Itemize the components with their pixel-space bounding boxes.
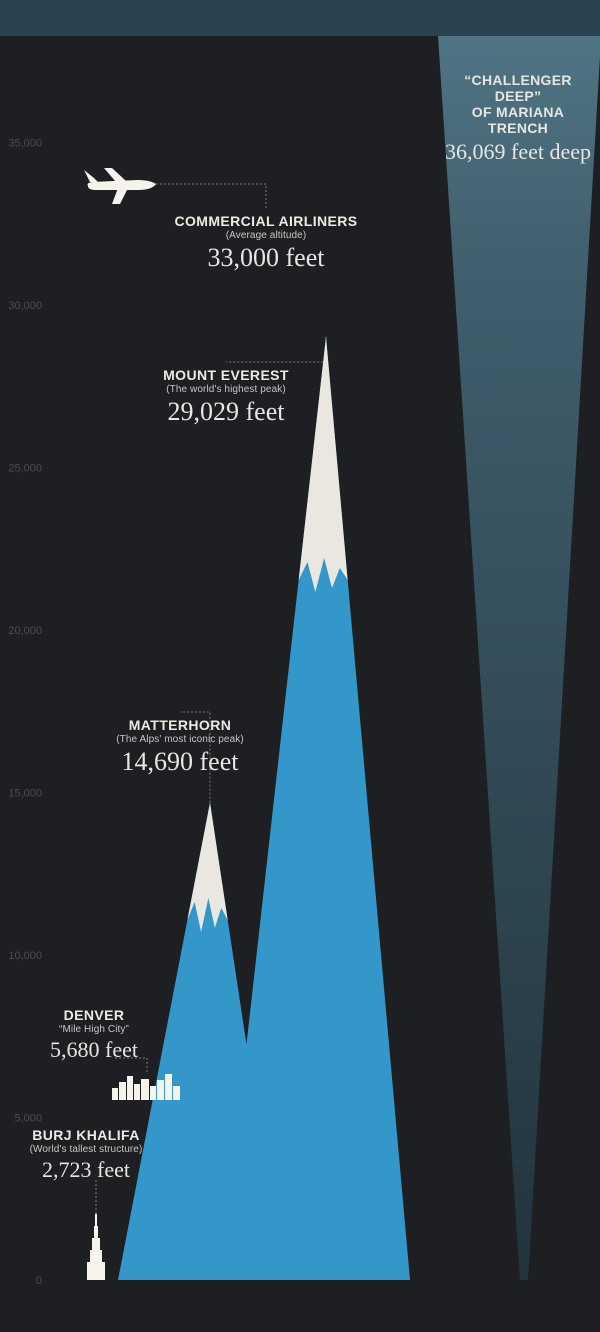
matterhorn-value: 14,690 feet bbox=[80, 747, 280, 777]
everest-shape bbox=[220, 337, 410, 1280]
trench-label: “CHALLENGER DEEP” OF MARIANA TRENCH 36,0… bbox=[440, 72, 596, 165]
trench-title-1: “CHALLENGER DEEP” bbox=[440, 72, 596, 104]
everest-value: 29,029 feet bbox=[126, 397, 326, 427]
svg-text:20,000: 20,000 bbox=[8, 625, 42, 637]
everest-sub: (The world's highest peak) bbox=[126, 384, 326, 395]
infographic-stage: 0 5,000 10,000 15,000 20,000 25,000 30,000 35,0… bbox=[0, 0, 600, 1332]
svg-text:35,000: 35,000 bbox=[8, 138, 42, 150]
svg-text:5,000: 5,000 bbox=[14, 1113, 42, 1125]
airliner-sub: (Average altitude) bbox=[166, 230, 366, 241]
trench-title-2: OF MARIANA TRENCH bbox=[440, 104, 596, 136]
airliner-label: COMMERCIAL AIRLINERS (Average altitude) … bbox=[166, 214, 366, 273]
burj-value: 2,723 feet bbox=[0, 1157, 186, 1183]
mariana-trench-shape bbox=[438, 36, 600, 1280]
denver-label: DENVER “Mile High City” 5,680 feet bbox=[0, 1008, 194, 1063]
matterhorn-label: MATTERHORN (The Alps' most iconic peak) … bbox=[80, 718, 280, 777]
denver-sub: “Mile High City” bbox=[0, 1024, 194, 1035]
svg-text:15,000: 15,000 bbox=[8, 788, 42, 800]
airplane-icon bbox=[82, 166, 158, 206]
everest-title: MOUNT EVEREST bbox=[126, 368, 326, 383]
skyline-icon bbox=[112, 1074, 182, 1100]
everest-label: MOUNT EVEREST (The world's highest peak)… bbox=[126, 368, 326, 427]
matterhorn-sub: (The Alps' most iconic peak) bbox=[80, 734, 280, 745]
svg-text:30,000: 30,000 bbox=[8, 300, 42, 312]
denver-title: DENVER bbox=[0, 1008, 194, 1023]
airliner-title: COMMERCIAL AIRLINERS bbox=[166, 214, 366, 229]
svg-text:25,000: 25,000 bbox=[8, 463, 42, 475]
airliner-value: 33,000 feet bbox=[166, 243, 366, 273]
svg-text:0: 0 bbox=[36, 1275, 42, 1287]
axis-ticks: 0 5,000 10,000 15,000 20,000 25,000 30,000 35,0… bbox=[8, 138, 42, 1287]
burj-title: BURJ KHALIFA bbox=[0, 1128, 186, 1143]
burj-sub: (World's tallest structure) bbox=[0, 1144, 186, 1155]
ocean-surface-band bbox=[0, 0, 600, 36]
trench-value: 36,069 feet deep bbox=[440, 139, 596, 165]
denver-value: 5,680 feet bbox=[0, 1037, 194, 1063]
burj-label: BURJ KHALIFA (World's tallest structure)… bbox=[0, 1128, 186, 1183]
matterhorn-title: MATTERHORN bbox=[80, 718, 280, 733]
svg-text:10,000: 10,000 bbox=[8, 950, 42, 962]
burj-khalifa-icon bbox=[84, 1214, 108, 1280]
